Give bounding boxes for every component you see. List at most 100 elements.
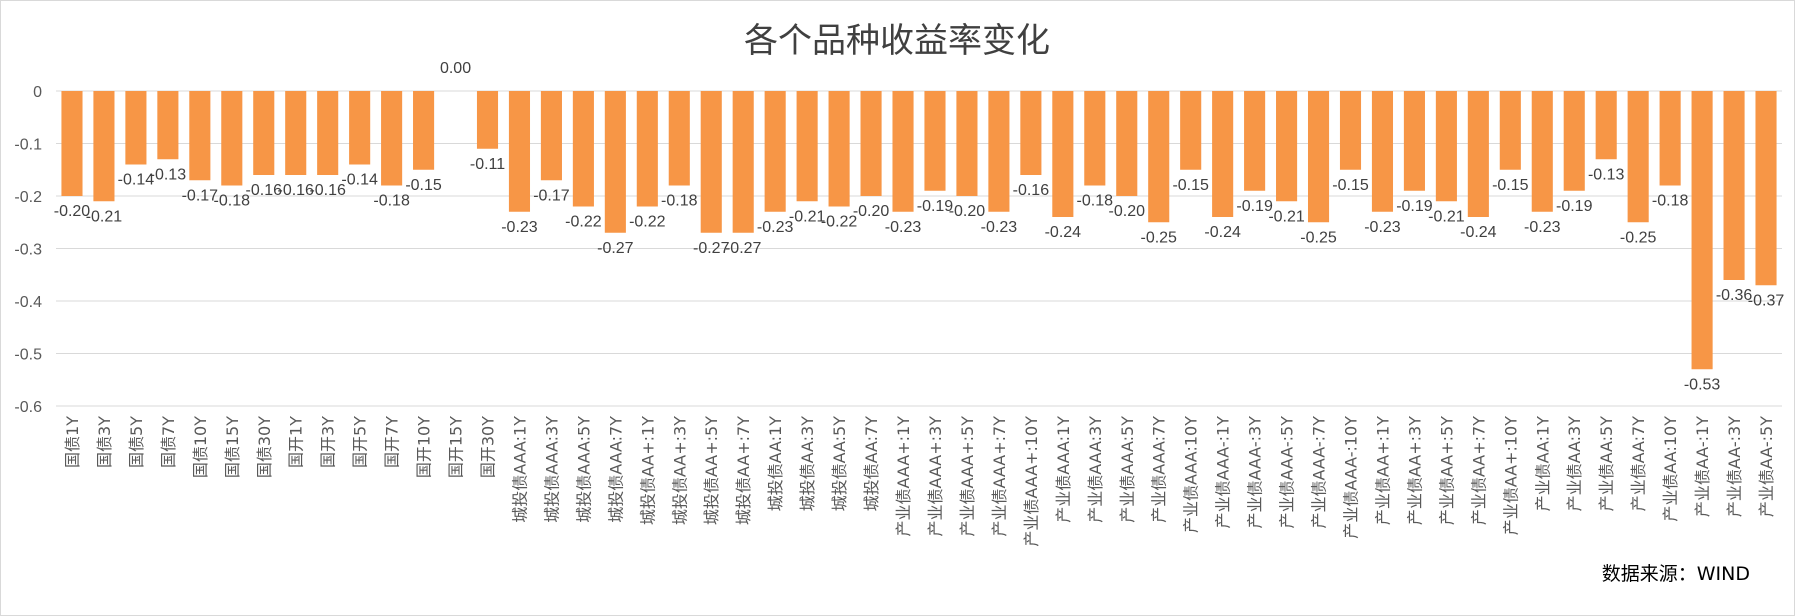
data-label: -0.25 (1620, 229, 1657, 246)
bar (860, 91, 882, 196)
data-label: -0.19 (1396, 198, 1433, 215)
data-label: -0.16 (309, 182, 346, 199)
data-source-note: 数据来源：WIND (1602, 563, 1750, 585)
category-label: 产业债AAA+:1Y (894, 416, 913, 537)
data-label: -0.18 (214, 193, 251, 210)
category-label: 产业债AA-:3Y (1725, 416, 1744, 517)
data-label: -0.21 (1268, 208, 1305, 225)
data-label: -0.24 (1460, 224, 1497, 241)
category-label: 产业债AAA+:10Y (1022, 416, 1041, 547)
bar (1116, 91, 1138, 196)
bar (1339, 91, 1362, 170)
chart-title: 各个品种收益率变化 (744, 21, 1050, 61)
data-label: -0.20 (54, 203, 91, 220)
y-tick-label: -0.5 (14, 347, 42, 364)
bar (1531, 91, 1553, 212)
data-label: -0.23 (885, 219, 922, 236)
data-label: -0.27 (725, 240, 762, 257)
bar (157, 91, 179, 160)
bar (988, 91, 1010, 212)
data-label: -0.16 (246, 182, 283, 199)
data-label: -0.14 (341, 172, 378, 189)
data-label: -0.21 (86, 208, 123, 225)
bar (1371, 91, 1394, 212)
data-label: -0.18 (1652, 193, 1689, 210)
bar (1563, 91, 1585, 191)
data-label: -0.23 (1524, 219, 1561, 236)
bar (764, 91, 786, 212)
bar (1307, 91, 1330, 223)
category-label: 产业债AAA-:3Y (1246, 416, 1265, 529)
category-label: 城投债AAA:5Y (574, 416, 593, 523)
bar (413, 91, 435, 170)
bar (828, 91, 850, 207)
bar (1020, 91, 1042, 175)
gridlines (56, 90, 1782, 407)
category-label: 城投债AA:1Y (766, 416, 785, 512)
category-label: 产业债AAA-:5Y (1278, 416, 1297, 529)
category-label: 产业债AAA:10Y (1182, 416, 1201, 533)
category-label: 国开1Y (287, 416, 306, 468)
bar (125, 91, 147, 165)
category-label: 城投债AA+:7Y (734, 416, 753, 525)
data-label: -0.23 (981, 219, 1018, 236)
bar (1052, 91, 1074, 217)
bar (1627, 91, 1649, 223)
data-label: -0.17 (182, 187, 219, 204)
data-label: -0.37 (1748, 292, 1785, 309)
data-label: -0.13 (1588, 166, 1625, 183)
data-label: -0.19 (1556, 198, 1593, 215)
data-label: -0.11 (470, 156, 505, 173)
bar (1276, 91, 1298, 202)
category-label: 产业债AAA-:10Y (1342, 416, 1361, 539)
data-label: -0.16 (277, 182, 314, 199)
data-label: -0.16 (1013, 182, 1050, 199)
bar (1499, 91, 1521, 170)
data-label: -0.22 (565, 214, 602, 231)
category-labels: 国债1Y 国债3Y 国债5Y 国债7Y 国债10Y 国债15Y 国债30Y 国开1Y 国开3Y 国… (63, 416, 1776, 547)
bar (572, 91, 594, 207)
category-label: 国开30Y (479, 416, 498, 478)
bar (1244, 91, 1266, 191)
data-label: -0.21 (1428, 208, 1465, 225)
bar (61, 91, 83, 196)
data-label: -0.19 (1236, 198, 1273, 215)
bar (189, 91, 211, 181)
category-label: 国债15Y (223, 416, 242, 478)
category-label: 城投债AA:5Y (830, 416, 849, 512)
bar (476, 91, 499, 149)
category-label: 国债1Y (63, 416, 82, 468)
data-label: -0.20 (1109, 203, 1146, 220)
category-label: 产业债AAA+:7Y (990, 416, 1009, 537)
bar (668, 91, 690, 186)
category-label: 城投债AAA:3Y (542, 416, 561, 523)
bar (253, 91, 275, 175)
category-label: 产业债AAA-:1Y (1214, 416, 1233, 529)
data-label: -0.20 (949, 203, 986, 220)
category-label: 产业债AA:3Y (1565, 416, 1584, 512)
category-label: 国债30Y (255, 416, 274, 478)
category-label: 产业债AAA-:7Y (1310, 416, 1329, 529)
bar (508, 91, 531, 212)
data-label: -0.25 (1300, 229, 1337, 246)
category-label: 国债5Y (127, 416, 146, 468)
data-label: -0.22 (821, 214, 858, 231)
bar (1467, 91, 1489, 217)
bar (732, 91, 754, 233)
data-label: -0.13 (150, 166, 187, 183)
y-tick-label: -0.4 (14, 294, 42, 311)
category-label: 产业债AAA+:3Y (926, 416, 945, 537)
bar (317, 91, 339, 175)
bar (381, 91, 403, 186)
data-label: -0.27 (597, 240, 634, 257)
category-label: 产业债AAA:3Y (1086, 416, 1105, 523)
y-tick-label: -0.6 (14, 399, 42, 416)
data-label: -0.14 (118, 172, 155, 189)
category-label: 国开3Y (319, 416, 338, 468)
bar (1435, 91, 1457, 202)
data-label: 0.00 (440, 60, 471, 77)
category-label: 城投债AA+:5Y (702, 416, 721, 525)
bar (604, 91, 626, 233)
data-label: -0.23 (757, 219, 794, 236)
